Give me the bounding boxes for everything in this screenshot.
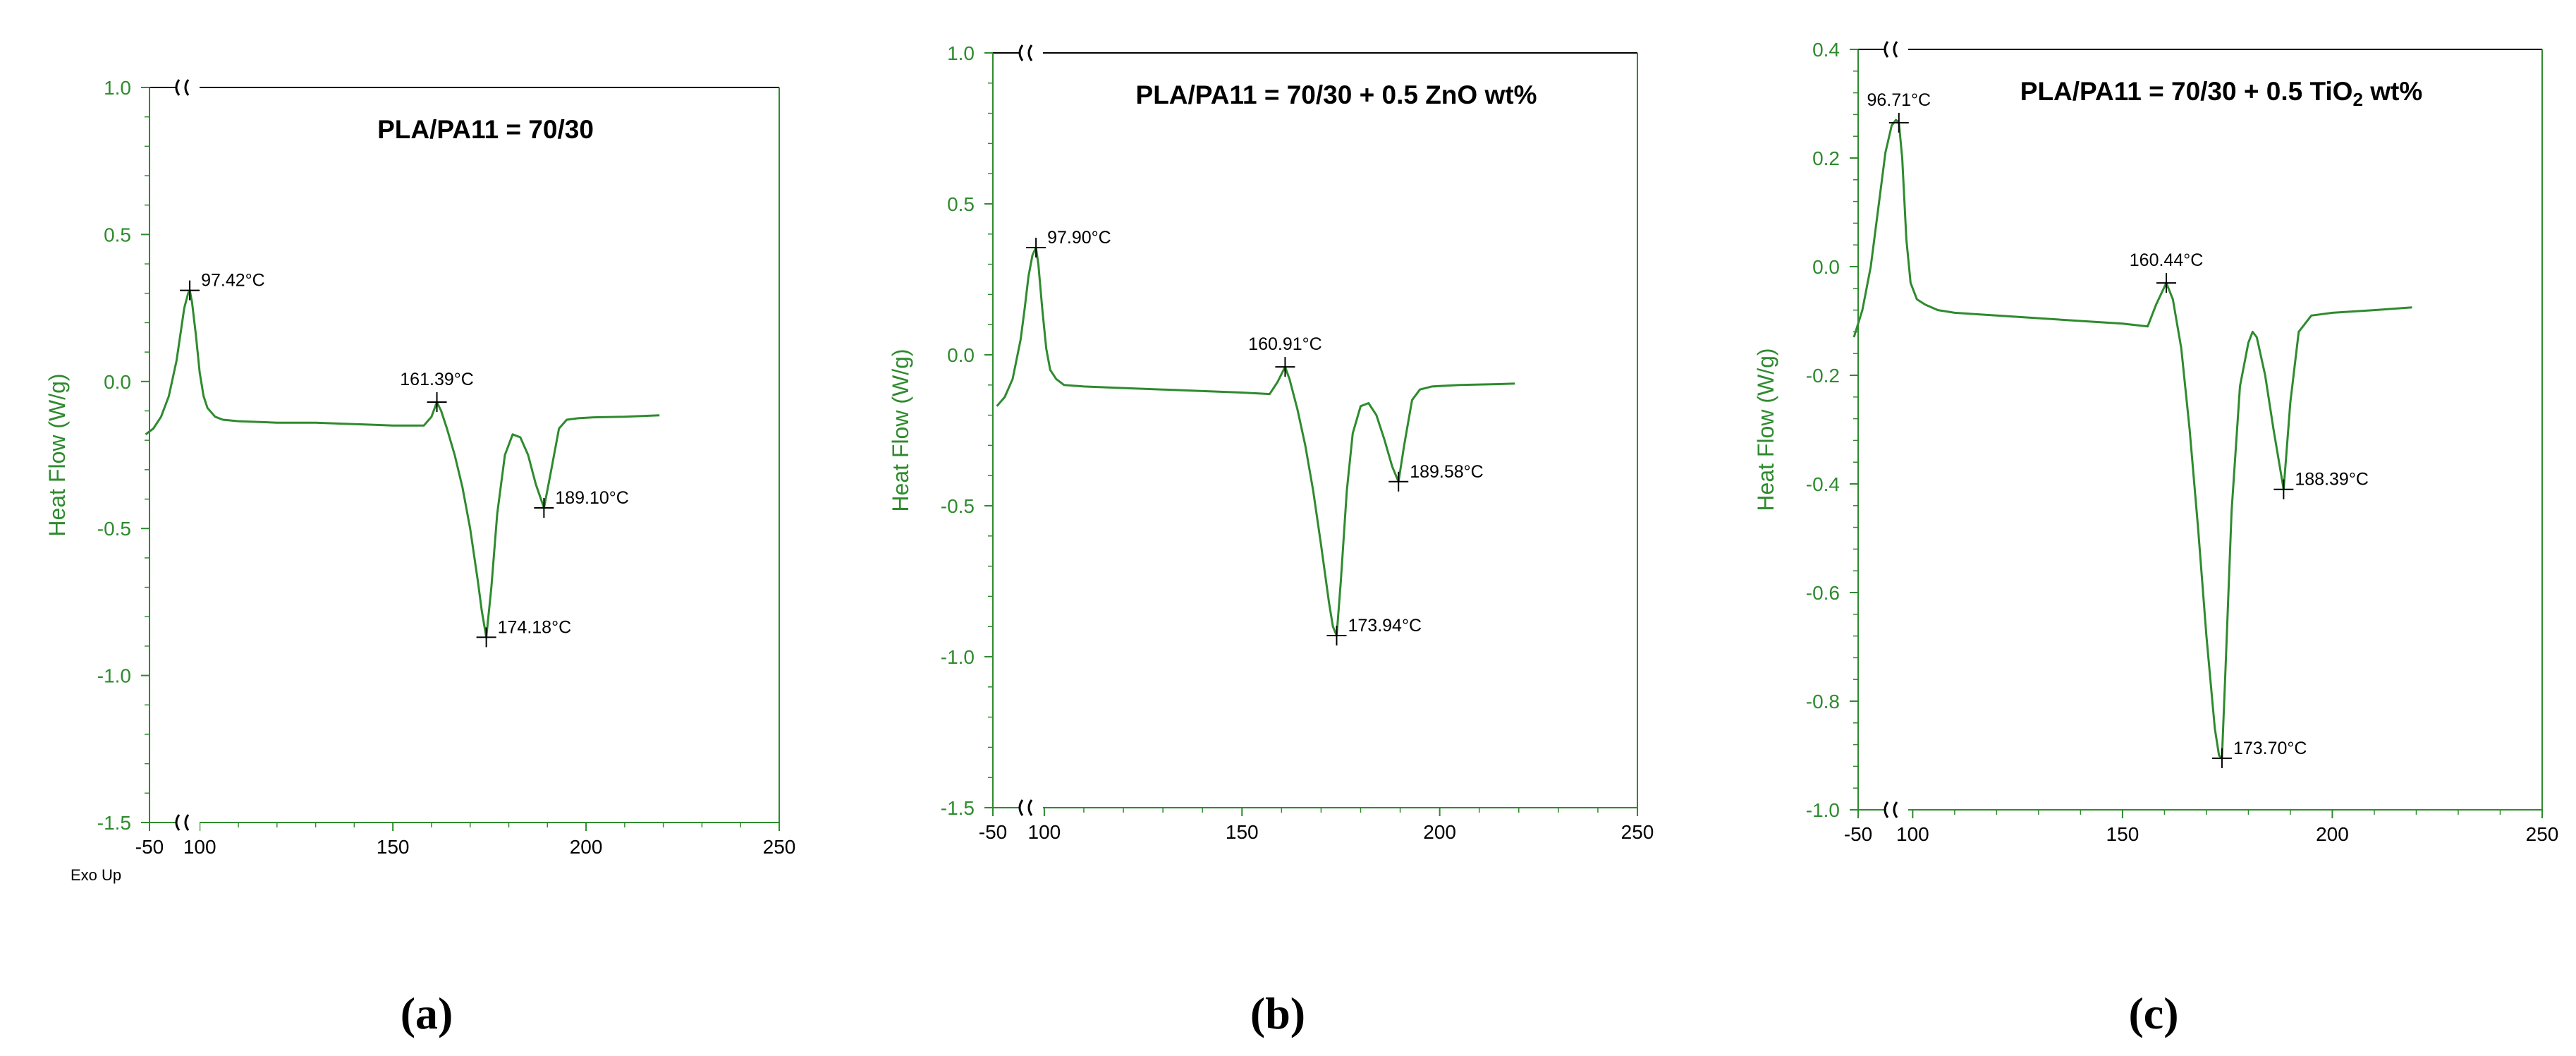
peak-temperature-label: 160.44°C	[2130, 250, 2204, 270]
axis-break-top	[175, 78, 200, 97]
panel-caption: (a)	[401, 988, 453, 1038]
x-tick-label: 100	[183, 836, 216, 858]
x-tick-label: -50	[135, 836, 164, 858]
y-tick-label: 0.0	[1812, 256, 1840, 278]
x-tick-label: 100	[1028, 821, 1061, 843]
y-tick-label: 0.5	[947, 193, 975, 215]
peak-marker	[476, 627, 496, 648]
y-tick-label: -0.8	[1806, 691, 1840, 712]
chart-panel-3: 0.4 0.2 0.0 -0.2 -0.4 -0.6 -0.8 -1.0-50 100 150 20…	[1753, 39, 2558, 1038]
x-tick-label: -50	[1844, 823, 1872, 845]
x-tick-label: 250	[763, 836, 796, 858]
y-tick-label: 0.2	[1812, 147, 1840, 169]
y-tick-label: -0.5	[97, 518, 131, 540]
heat-flow-series-line	[1852, 119, 2412, 760]
peak-marker	[1026, 238, 1046, 258]
axis-break-top	[1018, 43, 1043, 63]
peak-marker	[1888, 112, 1909, 133]
axis-break-bottom	[175, 813, 200, 832]
y-axis-label: Heat Flow (W/g)	[44, 373, 70, 536]
x-tick-label: 200	[1423, 821, 1456, 843]
x-tick-label: 100	[1896, 823, 1929, 845]
peak-marker	[2273, 479, 2294, 499]
axis-break-bottom	[1018, 798, 1043, 818]
x-tick-label: 150	[1226, 821, 1259, 843]
peak-temperature-label: 96.71°C	[1867, 90, 1931, 110]
x-tick-label: 150	[2106, 823, 2139, 845]
panel-caption: (c)	[2128, 988, 2178, 1038]
y-axis-label: Heat Flow (W/g)	[1753, 348, 1778, 511]
x-tick-label: 250	[1621, 821, 1654, 843]
peak-temperature-label: 189.58°C	[1410, 462, 1484, 482]
peak-marker	[1388, 471, 1409, 492]
axis-break-bottom	[1884, 800, 1908, 820]
peak-marker	[427, 392, 447, 412]
y-tick-label: -1.5	[941, 797, 975, 819]
peak-marker	[1275, 357, 1295, 377]
x-tick-label: 250	[2526, 823, 2559, 845]
axis-break-top	[1884, 40, 1908, 59]
y-tick-label: -1.0	[97, 665, 131, 687]
peak-temperature-label: 188.39°C	[2295, 470, 2369, 490]
heat-flow-series-line	[996, 246, 1515, 637]
y-tick-label: 1.0	[947, 42, 975, 64]
y-tick-label: -0.6	[1806, 582, 1840, 604]
y-tick-label: 0.0	[104, 371, 131, 393]
x-tick-label: 200	[2316, 823, 2349, 845]
y-tick-label: 0.5	[104, 224, 131, 245]
peak-marker	[180, 280, 200, 301]
x-tick-label: -50	[979, 821, 1007, 843]
y-tick-label: 0.0	[947, 344, 975, 366]
x-tick-label: 200	[570, 836, 603, 858]
y-tick-label: -1.5	[97, 812, 131, 834]
peak-temperature-label: 173.94°C	[1348, 616, 1422, 636]
y-tick-label: -0.5	[941, 495, 975, 517]
y-tick-label: -0.2	[1806, 365, 1840, 387]
peak-temperature-label: 161.39°C	[400, 370, 474, 389]
peak-marker	[1326, 626, 1347, 646]
y-axis-label: Heat Flow (W/g)	[888, 348, 913, 511]
heat-flow-series-line	[145, 289, 660, 638]
peak-temperature-label: 189.10°C	[555, 488, 629, 508]
peak-temperature-label: 97.42°C	[201, 271, 265, 291]
peak-marker	[2156, 273, 2177, 293]
panel-caption: (b)	[1250, 988, 1305, 1038]
chart-title: PLA/PA11 = 70/30 + 0.5 TiO2 wt%	[2020, 77, 2422, 110]
y-tick-label: -0.4	[1806, 473, 1840, 495]
peak-temperature-label: 160.91°C	[1248, 334, 1322, 354]
chart-panel-1: 1.0 0.5 0.0 -0.5 -1.0 -1.5-50 100 150 200 250 Heat…	[44, 77, 795, 1038]
peak-temperature-label: 173.70°C	[2233, 739, 2307, 758]
y-tick-label: -1.0	[1806, 799, 1840, 821]
peak-marker	[2211, 748, 2232, 768]
peak-temperature-label: 174.18°C	[498, 617, 572, 637]
y-tick-label: -1.0	[941, 646, 975, 668]
y-tick-label: 0.4	[1812, 39, 1840, 61]
exo-up-label: Exo Up	[71, 866, 121, 884]
y-tick-label: 1.0	[104, 77, 131, 99]
peak-temperature-label: 97.90°C	[1047, 228, 1111, 248]
chart-title: PLA/PA11 = 70/30	[377, 115, 594, 144]
peak-marker	[534, 498, 554, 518]
x-tick-label: 150	[377, 836, 410, 858]
chart-title: PLA/PA11 = 70/30 + 0.5 ZnO wt%	[1136, 80, 1537, 109]
chart-panel-2: 1.0 0.5 0.0 -0.5 -1.0 -1.5-50 100 150 200 250 Heat…	[888, 42, 1654, 1038]
